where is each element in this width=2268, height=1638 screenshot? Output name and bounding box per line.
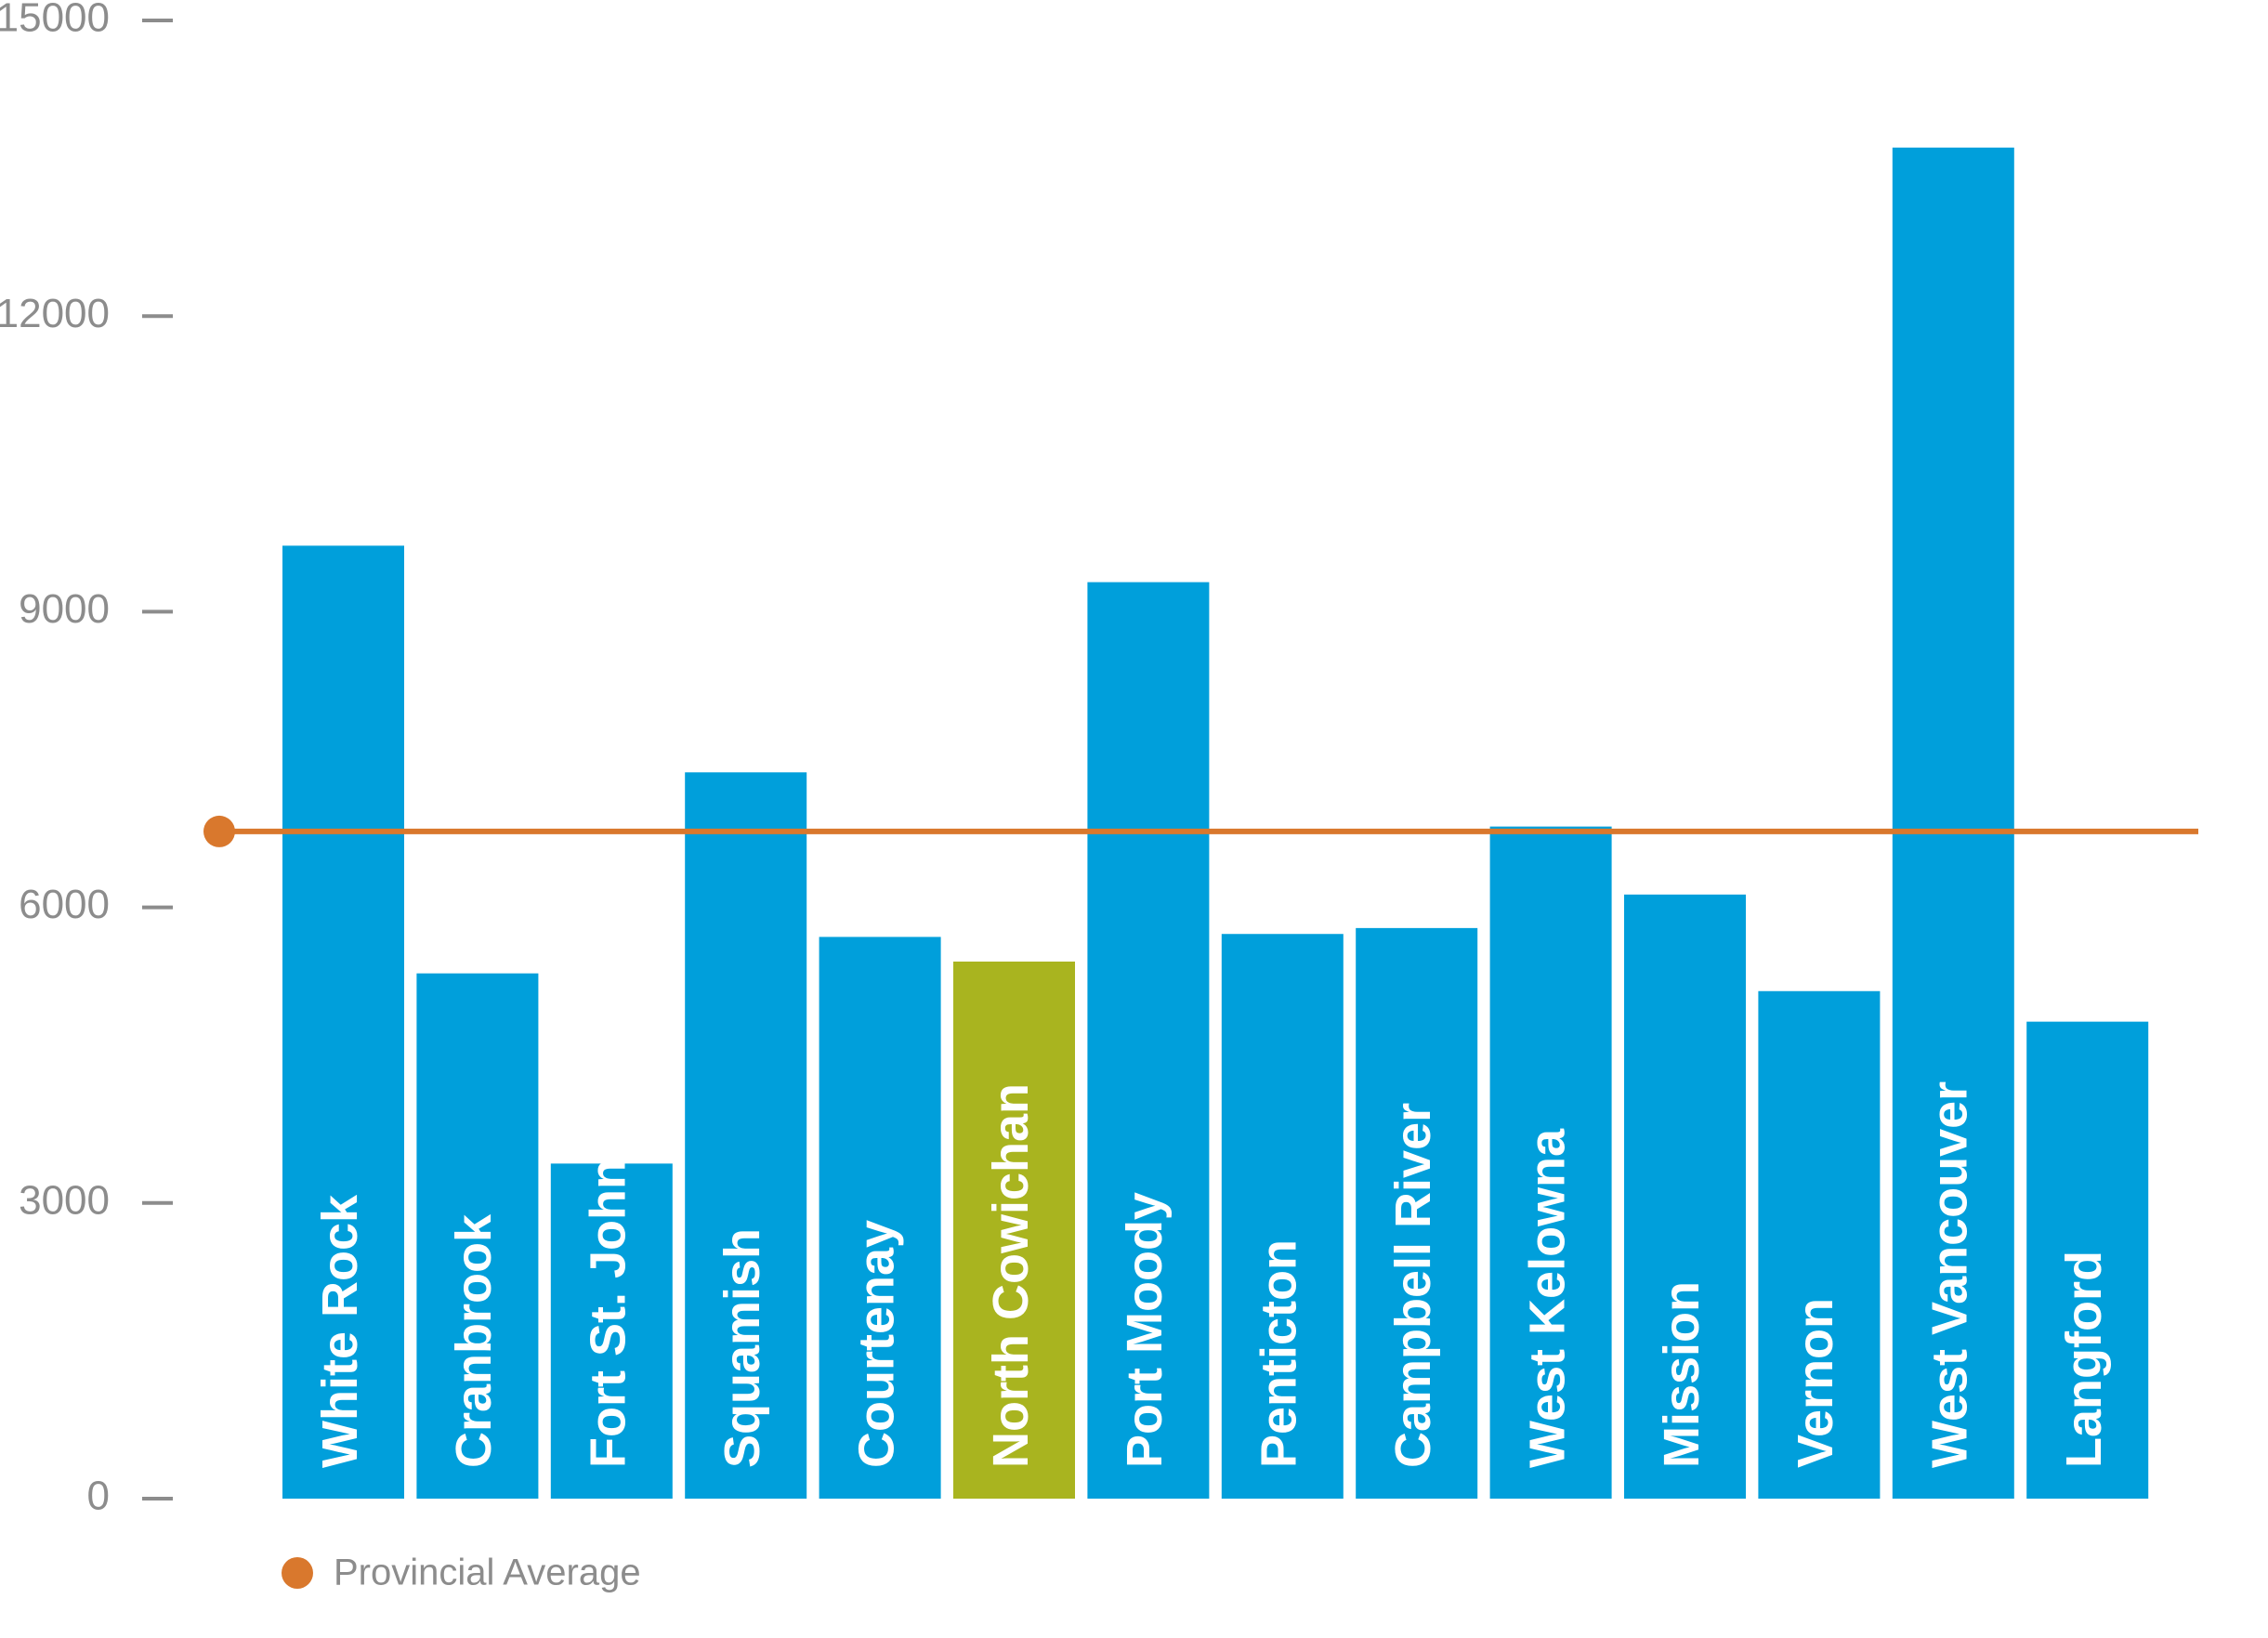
- category-label: Squamish: [714, 1228, 770, 1468]
- y-tick-label: 3000: [19, 1177, 110, 1223]
- bar: [2026, 1021, 2149, 1499]
- category-label: Fort St. John: [581, 1159, 636, 1468]
- bar: [1489, 826, 1612, 1499]
- category-label: West Kelowna: [1519, 1128, 1575, 1468]
- bar: [685, 772, 807, 1499]
- y-tick-label: 15000: [0, 0, 110, 41]
- category-label: Port Moody: [1117, 1192, 1173, 1468]
- y-tick-label: 12000: [0, 291, 110, 336]
- bar: [282, 545, 404, 1499]
- category-label: West Vancouver: [1922, 1081, 1978, 1468]
- legend-label: Provincial Average: [334, 1553, 641, 1593]
- y-tick-label: 9000: [19, 586, 110, 632]
- bar: [1758, 990, 1881, 1499]
- category-label: Langford: [2056, 1251, 2112, 1468]
- bar: [1892, 147, 2014, 1499]
- category-label: Campbell River: [1385, 1103, 1441, 1468]
- bar: [1087, 582, 1210, 1499]
- category-label: White Rock: [312, 1194, 368, 1468]
- category-label: Vernon: [1788, 1298, 1843, 1468]
- y-tick-label: 6000: [19, 882, 110, 927]
- category-label: Cranbrook: [446, 1213, 502, 1468]
- category-label: Courtenay: [848, 1220, 904, 1468]
- bar: [416, 973, 539, 1499]
- average-marker: [203, 815, 235, 847]
- bar: [953, 961, 1075, 1499]
- y-tick-label: 0: [87, 1474, 110, 1519]
- bar: [819, 937, 941, 1499]
- bar: [1221, 934, 1344, 1499]
- category-label: North Cowichan: [983, 1083, 1039, 1468]
- category-label: Penticton: [1252, 1239, 1307, 1468]
- bar: [1624, 894, 1746, 1499]
- bar: [1356, 927, 1478, 1499]
- bar: [550, 1163, 673, 1499]
- legend-marker: [282, 1557, 313, 1589]
- category-label: Mission: [1654, 1281, 1710, 1468]
